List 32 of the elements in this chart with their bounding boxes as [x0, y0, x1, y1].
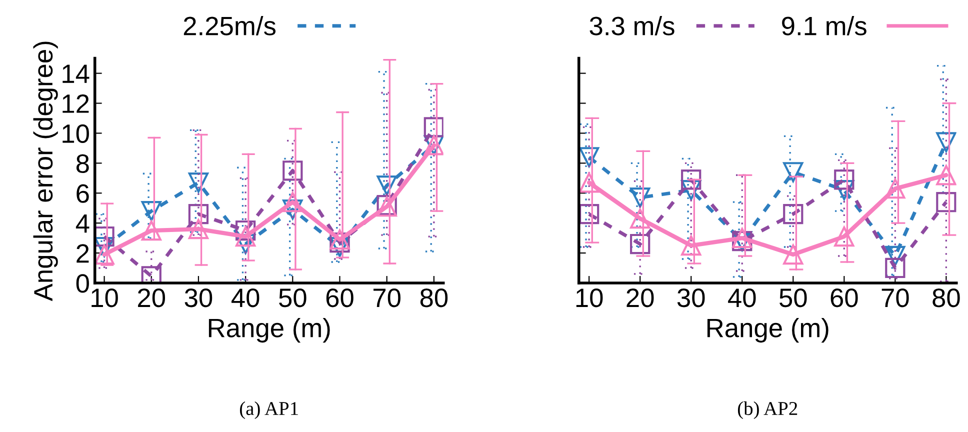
y-tick-label: 0 — [76, 274, 89, 293]
y-tick-label: 8 — [76, 154, 89, 173]
x-tick-label: 60 — [326, 288, 354, 308]
x-tick-label: 30 — [677, 288, 705, 308]
x-tick-label: 40 — [728, 288, 756, 308]
legend-label: 9.1 m/s — [782, 16, 866, 36]
x-tick-label: 80 — [420, 288, 448, 308]
x-tick-label: 70 — [882, 288, 909, 308]
x-tick-label: 10 — [92, 288, 118, 308]
x-tick-label: 60 — [830, 288, 858, 308]
x-tick-label: 50 — [780, 288, 807, 308]
y-tick-label: 2 — [76, 244, 89, 263]
x-tick-label: 30 — [184, 288, 212, 308]
legend-label: 2.25m/s — [184, 16, 276, 36]
legend-label: 3.3 m/s — [590, 16, 674, 36]
text: (b) AP2 — [738, 401, 798, 420]
text: (a) AP1 — [240, 401, 298, 420]
y-tick-label: 10 — [62, 124, 89, 144]
y-tick-label: 4 — [76, 214, 90, 233]
x-tick-label: 70 — [374, 288, 400, 308]
y-tick-label: 14 — [62, 64, 90, 83]
x-tick-label: 20 — [626, 288, 654, 308]
x-axis-title: Range (m) — [208, 318, 330, 343]
x-tick-label: 20 — [138, 288, 166, 308]
x-tick-label: 80 — [932, 288, 960, 308]
x-tick-label: 40 — [231, 288, 260, 308]
y-axis-title: Angular error (degree) — [33, 42, 58, 302]
x-tick-label: 50 — [279, 288, 306, 308]
y-tick-label: 12 — [62, 94, 89, 113]
y-tick-label: 6 — [76, 184, 89, 203]
x-tick-label: 10 — [576, 288, 603, 308]
x-axis-title: Range (m) — [707, 318, 828, 343]
